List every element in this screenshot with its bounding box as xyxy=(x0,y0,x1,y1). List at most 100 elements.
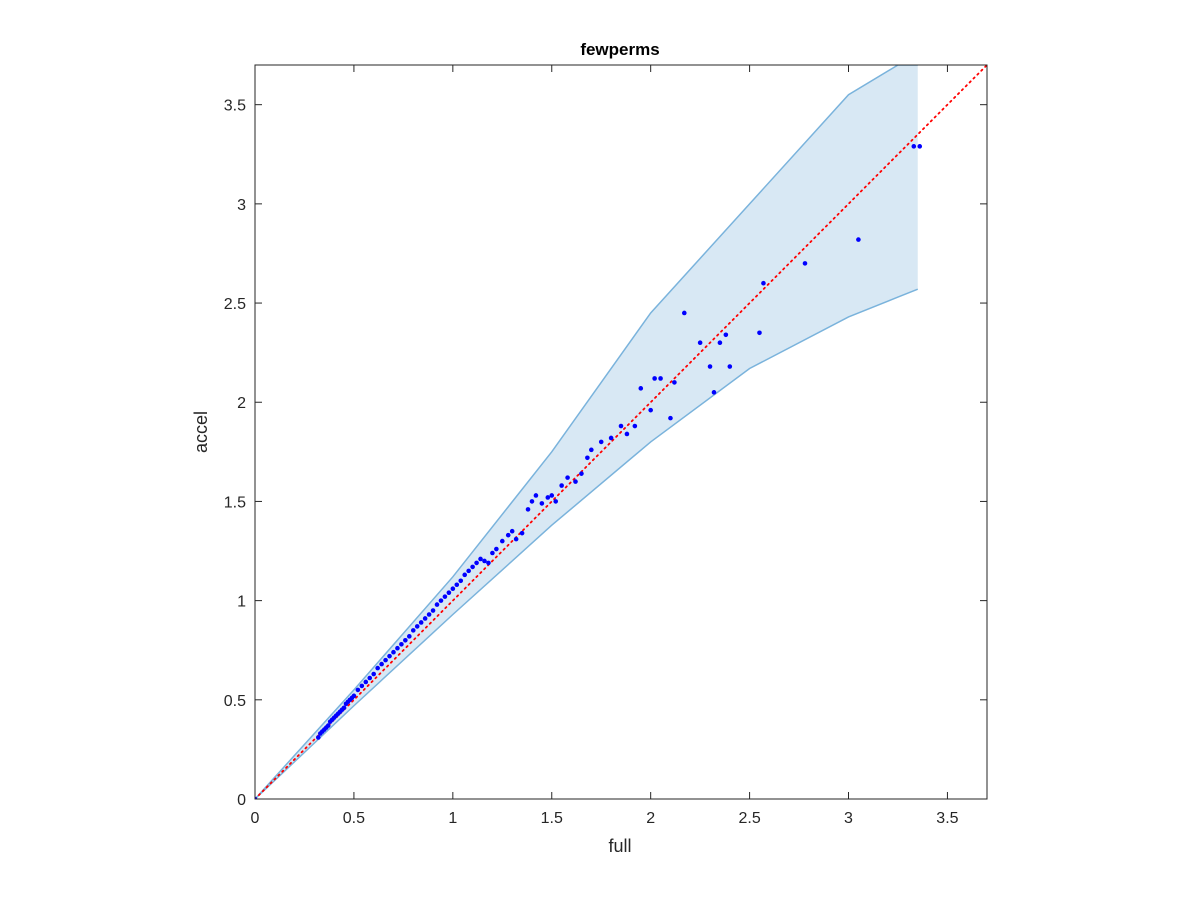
data-point xyxy=(367,675,373,681)
data-point xyxy=(375,665,380,671)
y-tick-label: 1.5 xyxy=(224,494,246,511)
data-point xyxy=(391,649,396,655)
x-tick-label: 1.5 xyxy=(541,810,563,827)
data-point xyxy=(652,376,657,381)
data-point xyxy=(608,435,614,441)
x-tick-label: 1 xyxy=(448,810,457,827)
data-point xyxy=(474,560,479,566)
data-point xyxy=(672,380,677,385)
data-point xyxy=(519,530,525,536)
data-point xyxy=(553,499,559,504)
data-point xyxy=(255,796,258,799)
data-point xyxy=(466,568,471,574)
data-point xyxy=(565,475,570,480)
data-point xyxy=(589,447,594,453)
data-point xyxy=(559,483,564,488)
data-point xyxy=(638,386,644,391)
data-point xyxy=(407,634,412,639)
data-point xyxy=(341,705,347,711)
data-point xyxy=(418,620,424,625)
data-point xyxy=(598,439,604,445)
y-tick-label: 2.5 xyxy=(224,296,246,313)
data-point xyxy=(697,340,703,346)
x-tick-label: 3.5 xyxy=(936,810,958,827)
data-point xyxy=(545,495,551,500)
data-point xyxy=(668,415,673,421)
x-tick-label: 2.5 xyxy=(738,810,760,827)
data-point xyxy=(399,641,404,647)
data-point xyxy=(458,578,464,584)
band-upper-edge xyxy=(255,65,918,799)
data-point xyxy=(802,261,808,266)
data-point xyxy=(761,280,766,286)
data-point xyxy=(438,598,444,603)
y-tick-label: 0.5 xyxy=(224,693,246,710)
data-point xyxy=(371,671,377,677)
y-tick-label: 2 xyxy=(237,395,246,412)
data-point xyxy=(462,572,468,578)
data-point xyxy=(856,237,861,242)
x-tick-label: 2 xyxy=(646,810,655,827)
data-point xyxy=(442,594,448,599)
x-axis-label: full xyxy=(608,836,631,856)
data-point xyxy=(533,493,539,498)
y-tick-label: 3.5 xyxy=(224,98,246,115)
data-point xyxy=(549,493,555,498)
data-point xyxy=(707,364,713,369)
data-point xyxy=(426,612,432,617)
data-point xyxy=(478,556,483,562)
data-point xyxy=(403,637,408,643)
data-point xyxy=(911,144,917,149)
data-point xyxy=(383,657,388,663)
data-point xyxy=(917,144,923,149)
data-point xyxy=(757,330,762,336)
data-point xyxy=(513,536,519,542)
data-point xyxy=(573,479,578,484)
data-point xyxy=(723,332,729,338)
data-point xyxy=(539,501,545,506)
y-tick-label: 3 xyxy=(237,197,246,214)
data-point xyxy=(499,538,505,544)
data-point xyxy=(470,564,475,570)
data-point xyxy=(351,693,357,699)
identity-line xyxy=(255,65,987,799)
data-point xyxy=(325,723,331,728)
data-point xyxy=(316,735,321,740)
data-point xyxy=(414,624,420,629)
data-point xyxy=(446,590,452,595)
x-tick-label: 0 xyxy=(251,810,260,827)
data-point xyxy=(490,550,495,556)
data-point xyxy=(379,661,384,667)
data-point xyxy=(494,546,499,552)
data-point xyxy=(632,423,638,429)
data-point xyxy=(482,558,487,564)
data-point xyxy=(410,628,416,633)
data-point xyxy=(450,586,456,592)
data-point xyxy=(648,407,653,413)
data-point xyxy=(454,582,460,588)
x-tick-label: 0.5 xyxy=(343,810,365,827)
data-point xyxy=(355,687,361,693)
data-point xyxy=(711,390,717,395)
band-lower-edge xyxy=(255,288,919,799)
data-point xyxy=(579,471,584,476)
chart-title: fewperms xyxy=(580,40,659,59)
axes-box xyxy=(254,64,988,800)
data-point xyxy=(529,499,535,504)
data-point xyxy=(682,310,687,316)
plot-area xyxy=(255,65,987,799)
y-tick-label: 1 xyxy=(237,594,246,611)
data-point xyxy=(422,616,428,621)
data-point xyxy=(717,340,723,346)
data-point xyxy=(618,423,624,429)
confidence-band xyxy=(255,65,918,799)
data-point xyxy=(658,376,663,381)
y-axis-label: accel xyxy=(191,411,211,453)
x-tick-label: 3 xyxy=(844,810,853,827)
data-point xyxy=(387,653,392,659)
data-point xyxy=(727,364,733,369)
data-point xyxy=(509,528,515,534)
y-tick-label: 0 xyxy=(237,792,246,809)
